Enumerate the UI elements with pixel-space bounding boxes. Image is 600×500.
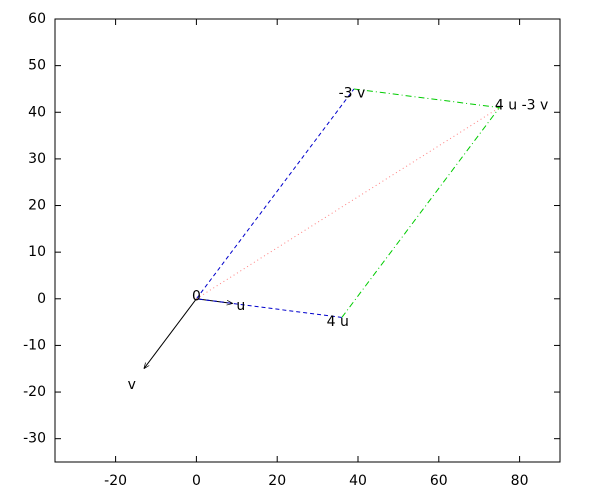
y-tick-label: -20 (23, 384, 46, 400)
y-tick-label: 0 (37, 291, 46, 307)
annotation: 4 u -3 v (495, 97, 548, 113)
vector-arrow (144, 298, 197, 369)
annotation: v (128, 377, 136, 393)
annotation: 0 (192, 288, 201, 304)
vector-line (341, 88, 501, 318)
y-tick-label: 30 (28, 151, 46, 167)
y-tick-label: 10 (28, 244, 46, 260)
vector-line (195, 88, 355, 318)
y-tick-label: 40 (28, 104, 46, 120)
y-tick-label: 60 (28, 11, 46, 27)
vector-line (196, 107, 500, 300)
y-tick-label: -10 (23, 337, 46, 353)
x-tick-label: 20 (268, 473, 286, 489)
plot-frame (54, 18, 561, 463)
x-tick-label: 0 (192, 473, 201, 489)
annotation: u (236, 298, 245, 314)
x-tick-label: 80 (511, 473, 529, 489)
x-tick-label: 60 (430, 473, 448, 489)
annotation: 4 u (327, 314, 349, 330)
annotation: -3 v (339, 86, 366, 102)
y-tick-label: 20 (28, 198, 46, 214)
x-tick-label: 40 (349, 473, 367, 489)
y-tick-label: -30 (23, 431, 46, 447)
x-tick-label: -20 (104, 473, 127, 489)
y-tick-label: 50 (28, 58, 46, 74)
